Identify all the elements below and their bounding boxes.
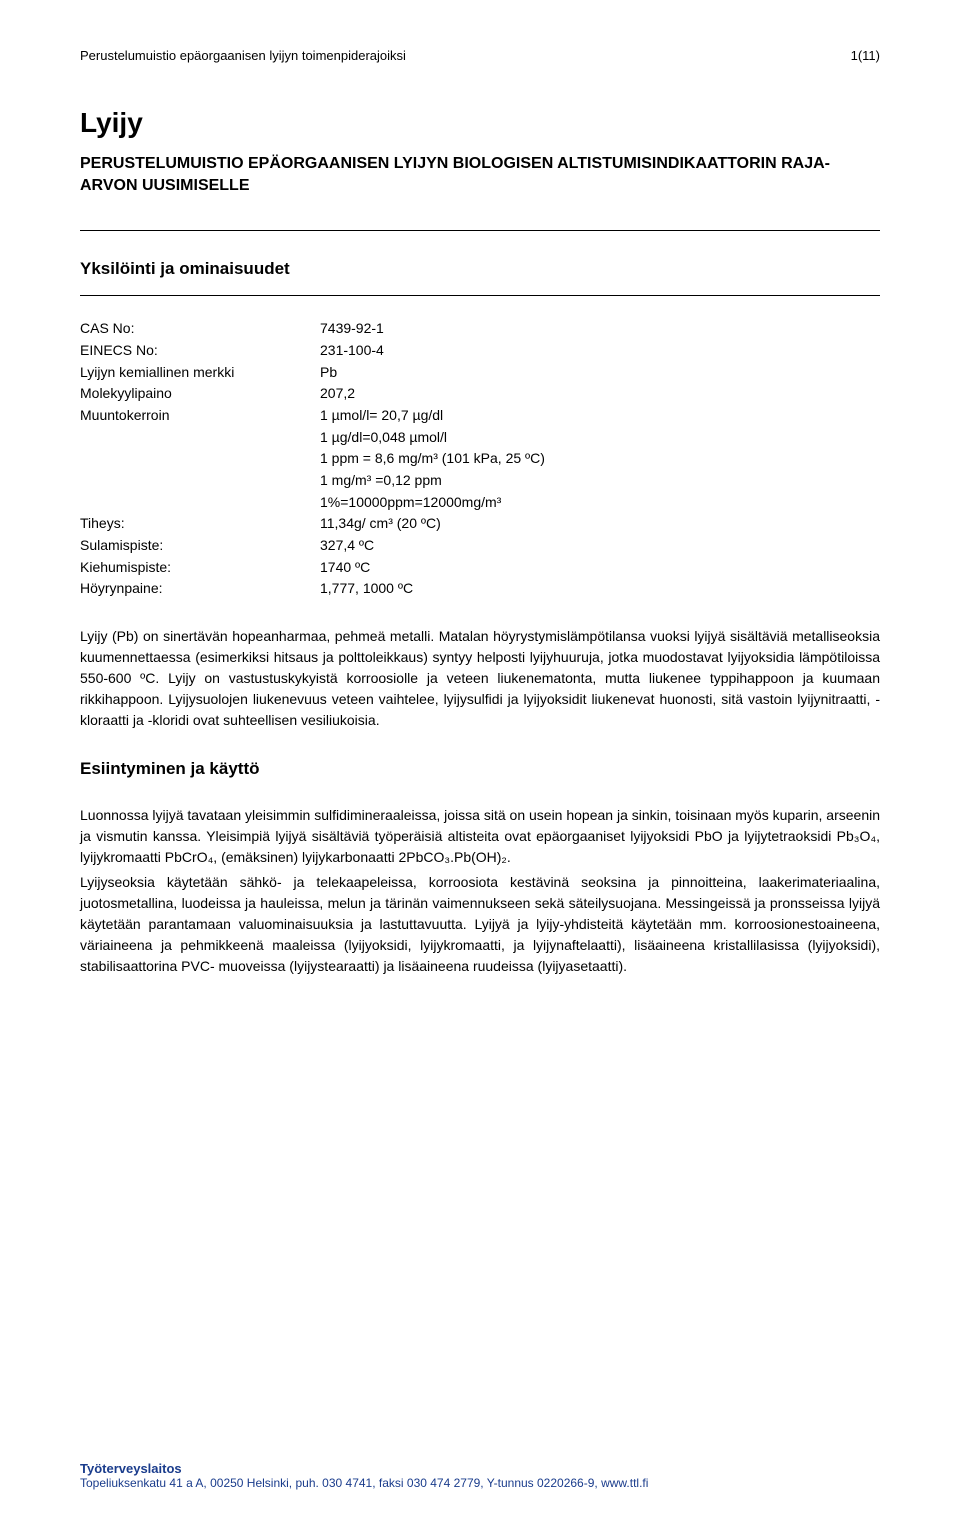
divider [80, 230, 880, 231]
document-subtitle: PERUSTELUMUISTIO EPÄORGAANISEN LYIJYN BI… [80, 153, 880, 196]
paragraph-occurrence-2: Lyijyseoksia käytetään sähkö- ja telekaa… [80, 872, 880, 977]
footer-contact: Topeliuksenkatu 41 a A, 00250 Helsinki, … [80, 1476, 648, 1490]
prop-value: 327,4 ºC [320, 535, 880, 557]
prop-value-line: 1 ppm = 8,6 mg/m³ (101 kPa, 25 ºC) [320, 448, 880, 470]
prop-label: Sulamispiste: [80, 535, 320, 557]
section-heading-properties: Yksilöinti ja ominaisuudet [80, 259, 880, 279]
prop-value: 7439-92-1 [320, 318, 880, 340]
properties-list: CAS No: 7439-92-1 EINECS No: 231-100-4 L… [80, 318, 880, 600]
prop-label: EINECS No: [80, 340, 320, 362]
prop-row-vapor-pressure: Höyrynpaine: 1,777, 1000 ºC [80, 578, 880, 600]
prop-value-line: 1%=10000ppm=12000mg/m³ [320, 492, 880, 514]
footer: Työterveyslaitos Topeliuksenkatu 41 a A,… [80, 1461, 648, 1490]
page: Perustelumuistio epäorgaanisen lyijyn to… [0, 0, 960, 1518]
prop-label: Muuntokerroin [80, 405, 320, 513]
prop-row-chem-symbol: Lyijyn kemiallinen merkki Pb [80, 362, 880, 384]
prop-row-boiling-point: Kiehumispiste: 1740 ºC [80, 557, 880, 579]
prop-value: Pb [320, 362, 880, 384]
paragraph-occurrence-1: Luonnossa lyijyä tavataan yleisimmin sul… [80, 805, 880, 868]
footer-org: Työterveyslaitos [80, 1461, 648, 1476]
running-title: Perustelumuistio epäorgaanisen lyijyn to… [80, 48, 406, 63]
running-header: Perustelumuistio epäorgaanisen lyijyn to… [80, 48, 880, 63]
prop-label: CAS No: [80, 318, 320, 340]
prop-value: 231-100-4 [320, 340, 880, 362]
prop-label: Tiheys: [80, 513, 320, 535]
page-number: 1(11) [851, 48, 880, 63]
prop-row-conversion: Muuntokerroin 1 µmol/l= 20,7 µg/dl 1 µg/… [80, 405, 880, 513]
prop-row-einecs: EINECS No: 231-100-4 [80, 340, 880, 362]
prop-label: Höyrynpaine: [80, 578, 320, 600]
prop-label: Lyijyn kemiallinen merkki [80, 362, 320, 384]
prop-row-density: Tiheys: 11,34g/ cm³ (20 ºC) [80, 513, 880, 535]
section-heading-occurrence: Esiintyminen ja käyttö [80, 759, 880, 779]
prop-value: 11,34g/ cm³ (20 ºC) [320, 513, 880, 535]
prop-value-line: 1 µg/dl=0,048 µmol/l [320, 427, 880, 449]
prop-value: 1740 ºC [320, 557, 880, 579]
prop-label: Kiehumispiste: [80, 557, 320, 579]
prop-row-melting-point: Sulamispiste: 327,4 ºC [80, 535, 880, 557]
paragraph-intro: Lyijy (Pb) on sinertävän hopeanharmaa, p… [80, 626, 880, 731]
prop-value: 1,777, 1000 ºC [320, 578, 880, 600]
document-title: Lyijy [80, 107, 880, 139]
prop-value: 207,2 [320, 383, 880, 405]
prop-row-molweight: Molekyylipaino 207,2 [80, 383, 880, 405]
prop-value: 1 µmol/l= 20,7 µg/dl 1 µg/dl=0,048 µmol/… [320, 405, 880, 513]
divider [80, 295, 880, 296]
prop-row-cas: CAS No: 7439-92-1 [80, 318, 880, 340]
prop-label: Molekyylipaino [80, 383, 320, 405]
prop-value-line: 1 µmol/l= 20,7 µg/dl [320, 405, 880, 427]
prop-value-line: 1 mg/m³ =0,12 ppm [320, 470, 880, 492]
